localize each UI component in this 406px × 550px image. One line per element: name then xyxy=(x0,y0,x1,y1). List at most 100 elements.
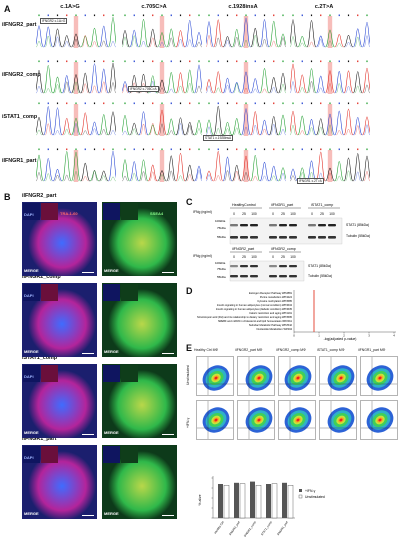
chromatogram-r1-c0 xyxy=(36,60,116,94)
viability-bar-chart: % alive Healthy Ctrl IFNGR2_part IFNGR2_co… xyxy=(198,476,325,538)
dose-labels-bottom: 0 25 100 0 25 100 xyxy=(233,255,296,259)
stat1-label-bottom: STAT1 (85kDa) xyxy=(308,264,331,268)
merge-label-r1-c0: MERGE xyxy=(24,349,39,354)
panel-b-row-3: iIFNGR1_part xyxy=(22,436,57,442)
pathway-tick-1: 1 xyxy=(318,334,320,338)
panel-b-letter: B xyxy=(4,192,11,202)
flow-col-2: iIFNGR2_comp MΦ xyxy=(276,348,306,352)
ifng-label-top: IFNg (ng/ml) xyxy=(193,210,212,214)
dose-top-8: 100 xyxy=(329,212,335,216)
dose-bottom-3: 0 xyxy=(272,255,274,259)
pathway-label-3: Insulin signaling in human adipocytes (n… xyxy=(217,303,293,307)
bar-unstim-2 xyxy=(255,484,262,519)
annotation-r3c3: IFNGR1 c.2T>A xyxy=(297,178,324,184)
marker-55-top: 55kDa xyxy=(217,235,226,239)
stain-tile-r1-c0 xyxy=(22,283,97,357)
merge-label-r2-c0: MERGE xyxy=(24,430,39,435)
bar-xlabel-2: IFNGR2_comp xyxy=(243,520,257,538)
pathway-label-8: Sulindac Metabolic Pathway WP2542 xyxy=(249,323,293,327)
pathway-label-0: Estrogen Receptor Pathway WP2881 xyxy=(249,291,293,295)
flow-plot-r0-c1 xyxy=(237,356,275,396)
dose-top-0: 0 xyxy=(233,212,235,216)
dose-top-3: 0 xyxy=(272,212,274,216)
dose-bottom-2: 100 xyxy=(251,255,257,259)
western-blot-figure: IFNg (ng/ml) HealthyControl iIFNGR1_part… xyxy=(193,203,370,282)
legend-unstim: Unstimulated xyxy=(305,495,325,499)
panel-b-row-0: iIFNGR2_part xyxy=(22,193,57,199)
pathway-label-7: SREBF and miR33 in cholesterol and lipid… xyxy=(218,319,293,323)
dose-bottom-0: 0 xyxy=(233,255,235,259)
flow-col-1: iIFNGR2_part MΦ xyxy=(235,348,263,352)
pathway-tick-3: 3 xyxy=(368,334,370,338)
dose-top-5: 100 xyxy=(290,212,296,216)
pathway-label-9: Nucleotide Metabolism WP404 xyxy=(257,327,293,331)
dapi-label-r1: DAPI xyxy=(24,293,34,298)
pathway-label-1: Purine metabolism WP4224 xyxy=(260,295,293,299)
merge-label-r2-c1: MERGE xyxy=(104,430,119,435)
flow-plot-r0-c4 xyxy=(360,356,398,396)
chromatogram-r1-c2 xyxy=(206,60,286,94)
merge-label-r0-c0: MERGE xyxy=(24,268,39,273)
pathway-label-4: Insulin signaling in human adipocytes (d… xyxy=(216,307,293,311)
panel-a-letter: A xyxy=(4,4,11,14)
bar-marks xyxy=(218,481,294,519)
bar-unstim-4 xyxy=(287,484,294,519)
flow-plot-r0-c3 xyxy=(319,356,357,396)
flow-plot-r1-c0 xyxy=(196,400,234,440)
panel-a-row-2: iSTAT1_comp xyxy=(2,114,38,120)
dose-top-4: 25 xyxy=(281,212,285,216)
merge-label-r1-c1: MERGE xyxy=(104,349,119,354)
stain-tile-r0-c1 xyxy=(102,202,177,276)
stain-tile-r3-c1 xyxy=(102,445,177,519)
panel-d-letter: D xyxy=(186,286,193,296)
bar-xlabel-0: Healthy Ctrl xyxy=(213,520,225,535)
tra160-label: TRA-1-60 xyxy=(60,211,78,216)
flow-row-ifng: +IFN-γ xyxy=(186,417,190,428)
panel-b-row-1: iIFNGR2_comp xyxy=(22,274,61,280)
pathway-tick-2: 2 xyxy=(343,334,345,338)
bar-unstim-3 xyxy=(271,483,278,519)
panel-a-col-1: c.705C>A xyxy=(141,4,167,10)
bands-bottom xyxy=(230,265,297,278)
flow-row-unstim: Unstimulated xyxy=(186,365,190,385)
flow-plot-r1-c1 xyxy=(237,400,275,440)
dose-top-2: 100 xyxy=(251,212,257,216)
panel-a-col-3: c.2T>A xyxy=(314,4,334,10)
panel-e-letter: E xyxy=(186,343,193,353)
pathway-label-2: Cytosine methylation WP3585 xyxy=(257,299,292,303)
stain-tile-r3-c0 xyxy=(22,445,97,519)
dapi-label-r0: DAPI xyxy=(24,212,34,217)
dose-top-7: 25 xyxy=(320,212,324,216)
ssea4-label: SSEA4 xyxy=(150,211,164,216)
group-label-ifngr1: iIFNGR1_part xyxy=(271,203,293,207)
marker-100-bottom: 100kDa xyxy=(215,261,226,265)
chromatogram-r0-c1 xyxy=(122,14,202,48)
chromatogram-r3-c0 xyxy=(36,148,116,182)
bar-xlabel-1: IFNGR2_part xyxy=(228,520,241,536)
group-label-healthy: HealthyControl xyxy=(232,203,256,207)
flow-col-0: Healthy Ctrl MΦ xyxy=(194,348,219,352)
legend-ifng: +IFN-γ xyxy=(305,489,316,493)
panel-a-col-0: c.1A>G xyxy=(60,4,80,10)
dose-bottom-1: 25 xyxy=(242,255,246,259)
stain-tile-r0-c0 xyxy=(22,202,97,276)
group-label-ifngr2-part: iIFNGR2_part xyxy=(232,247,254,251)
group-label-stat1: iSTAT1_comp xyxy=(311,203,333,207)
annotation-r2c2: STAT1 c.1928insA xyxy=(203,135,234,141)
chromatogram-r0-c3 xyxy=(290,14,370,48)
legend-swatch-unstim xyxy=(298,494,303,499)
merge-label-r0-c1: MERGE xyxy=(104,268,119,273)
pathway-ticks: 0 1 2 3 4 xyxy=(293,332,395,338)
flow-plot-r1-c3 xyxy=(319,400,357,440)
pathway-label-6: Sirtuin/Lipoic acid (DH) and its relatio… xyxy=(197,315,293,319)
chromatogram-r2-c2 xyxy=(206,102,286,136)
marker-75-bottom: 75kDa xyxy=(217,267,226,271)
pathway-xlabel: -log(adjusted p-value) xyxy=(324,337,357,341)
bar-xlabel-4: IFNGR1_part xyxy=(276,520,289,536)
flow-col-3: iSTAT1_comp MΦ xyxy=(317,348,345,352)
chromatogram-r0-c2 xyxy=(206,14,286,48)
bar-ifng-0 xyxy=(218,484,223,518)
dapi-label-r2: DAPI xyxy=(24,374,34,379)
bands-top xyxy=(230,224,336,239)
